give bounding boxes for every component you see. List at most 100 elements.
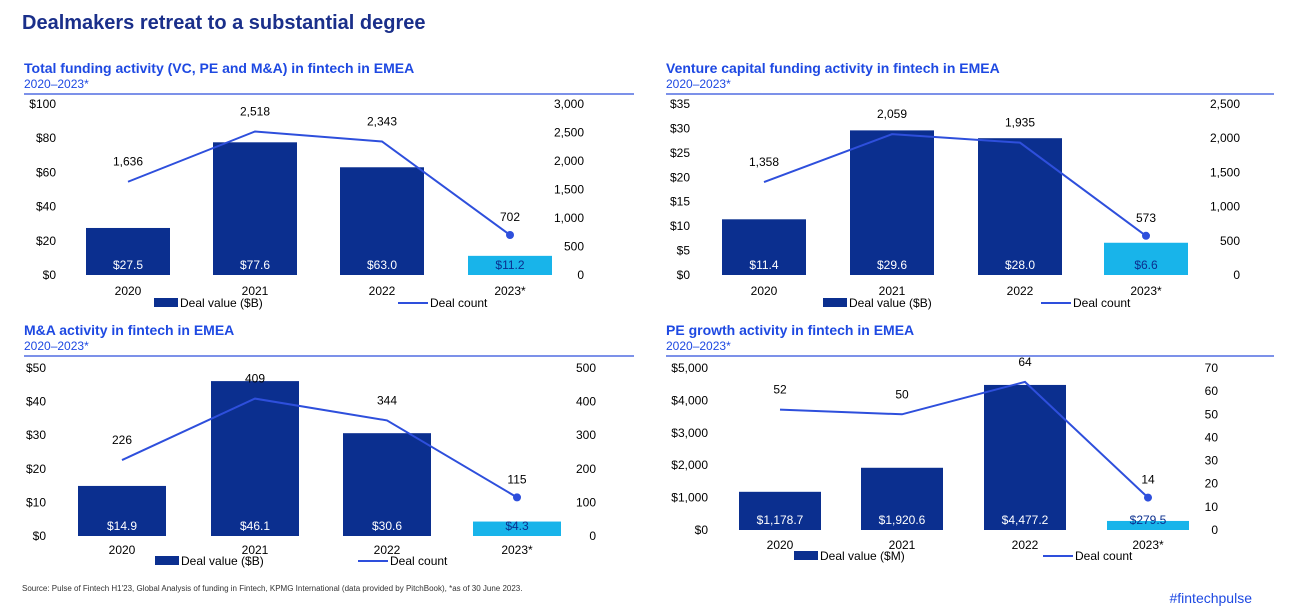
left-axis-tick-label: $0: [43, 268, 57, 282]
legend-label: Deal value ($B): [180, 296, 263, 310]
legend-swatch-bar: [154, 298, 178, 307]
bar: [739, 491, 821, 530]
bar-value-label: $77.6: [240, 258, 270, 272]
legend-label: Deal value ($B): [849, 296, 932, 310]
x-axis-tick-label: 2021: [889, 538, 916, 552]
bar: [473, 521, 561, 536]
x-axis-tick-label: 2023*: [1130, 284, 1162, 298]
left-axis-tick-label: $2,000: [671, 458, 708, 472]
page-title: Dealmakers retreat to a substantial degr…: [22, 12, 426, 34]
right-axis-tick-label: 1,500: [1210, 165, 1240, 179]
left-axis-tick-label: $20: [36, 234, 56, 248]
x-axis-tick-label: 2021: [242, 543, 269, 557]
chart-title: Total funding activity (VC, PE and M&A) …: [24, 60, 415, 76]
right-axis-tick-label: 0: [589, 529, 596, 543]
deal-count-line: [763, 133, 1147, 237]
hashtag: #fintechpulse: [1169, 590, 1252, 606]
chart-ma: $0 $10 $20 $30 $40 $50 0 100 200 300 400 500 $14.9 $4…: [24, 355, 634, 568]
legend-label: Deal count: [1075, 549, 1133, 563]
x-axis-tick-label: 2022: [1007, 284, 1034, 298]
left-axis-tick-label: $30: [670, 121, 690, 135]
bar: [978, 138, 1062, 275]
deal-count-point: [513, 493, 521, 502]
deal-count-point: [1142, 231, 1150, 240]
right-axis-tick-label: 0: [1233, 268, 1240, 282]
bar: [343, 433, 431, 536]
bar: [1104, 242, 1188, 275]
left-axis-tick-label: $4,000: [671, 393, 708, 407]
deal-count-label: 2,059: [877, 107, 907, 121]
bar-value-label: $11.2: [495, 258, 524, 272]
left-axis-tick-label: $40: [36, 200, 56, 214]
right-axis-tick-label: 60: [1205, 384, 1219, 398]
bar: [861, 467, 943, 530]
legend-swatch-bar: [794, 551, 818, 560]
bar-value-label: $27.5: [113, 258, 143, 272]
x-axis-tick-label: 2021: [242, 284, 269, 298]
right-axis-tick-label: 200: [576, 462, 596, 476]
legend-label: Deal count: [1073, 296, 1131, 310]
chart-total-funding: $0 $20 $40 $60 $80 $100 0 500 1,000 1,500 2,000 2,5…: [24, 93, 634, 310]
left-axis-tick-label: $80: [36, 131, 56, 145]
right-axis-tick-label: 3,000: [554, 97, 584, 111]
right-axis-tick-label: 2,500: [554, 126, 584, 140]
bar-value-label: $4.3: [505, 519, 529, 533]
left-axis-tick-label: $3,000: [671, 426, 708, 440]
right-axis-tick-label: 70: [1205, 361, 1219, 375]
deal-count-label: 1,636: [113, 155, 143, 169]
right-axis-tick-label: 0: [1211, 523, 1218, 537]
right-axis-tick-label: 2,000: [1210, 131, 1240, 145]
chart-pe-growth: $0 $1,000 $2,000 $3,000 $4,000 $5,000 0 10 20 30 4…: [666, 355, 1274, 563]
bar-value-label: $279.5: [1130, 513, 1167, 527]
bar: [211, 381, 299, 536]
deal-count-label: 702: [500, 210, 520, 224]
x-axis-tick-label: 2020: [115, 284, 142, 298]
deal-count-label: 64: [1018, 355, 1032, 369]
deal-count-line: [779, 380, 1149, 499]
bar-value-label: $4,477.2: [1002, 513, 1049, 527]
bar: [340, 167, 424, 275]
deal-count-line: [127, 130, 511, 236]
left-axis-tick-label: $5,000: [671, 361, 708, 375]
right-axis-tick-label: 30: [1205, 454, 1219, 468]
right-axis-tick-label: 40: [1205, 430, 1219, 444]
left-axis-tick-label: $60: [36, 165, 56, 179]
x-axis-tick-label: 2022: [1012, 538, 1039, 552]
left-axis-tick-label: $0: [695, 523, 709, 537]
deal-count-label: 50: [895, 387, 909, 401]
deal-count-label: 226: [112, 433, 132, 447]
deal-count-label: 1,358: [749, 155, 779, 169]
left-axis-tick-label: $0: [677, 268, 691, 282]
right-axis-tick-label: 50: [1205, 407, 1219, 421]
chart-subtitle: 2020–2023*: [666, 339, 731, 353]
right-axis-tick-label: 300: [576, 428, 596, 442]
x-axis-tick-label: 2023*: [494, 284, 526, 298]
x-axis-tick-label: 2020: [767, 538, 794, 552]
left-axis-tick-label: $25: [670, 146, 690, 160]
bar-value-label: $1,920.6: [879, 513, 926, 527]
bar: [468, 255, 552, 275]
deal-count-label: 344: [377, 393, 397, 407]
bar: [86, 227, 170, 275]
chart-panel-venture-capital: Venture capital funding activity in fint…: [666, 60, 1274, 322]
source-note: Source: Pulse of Fintech H1'23, Global A…: [22, 584, 523, 593]
x-axis-tick-label: 2023*: [501, 543, 533, 557]
bar: [213, 142, 297, 275]
chart-subtitle: 2020–2023*: [24, 77, 89, 91]
legend-swatch-bar: [155, 556, 179, 565]
x-axis-tick-label: 2021: [879, 284, 906, 298]
bar-value-label: $1,178.7: [757, 513, 804, 527]
chart-title: PE growth activity in fintech in EMEA: [666, 322, 915, 338]
deal-count-point: [506, 230, 514, 239]
left-axis-tick-label: $35: [670, 97, 690, 111]
chart-panel-pe-growth: PE growth activity in fintech in EMEA 20…: [666, 322, 1274, 576]
deal-count-label: 409: [245, 372, 265, 386]
left-axis-tick-label: $15: [670, 195, 690, 209]
bar: [78, 485, 166, 536]
bar: [1107, 520, 1189, 530]
right-axis-tick-label: 500: [564, 240, 584, 254]
right-axis-tick-label: 1,500: [554, 183, 584, 197]
deal-count-label: 14: [1141, 473, 1155, 487]
right-axis-tick-label: 1,000: [554, 211, 584, 225]
right-axis-tick-label: 100: [576, 495, 596, 509]
